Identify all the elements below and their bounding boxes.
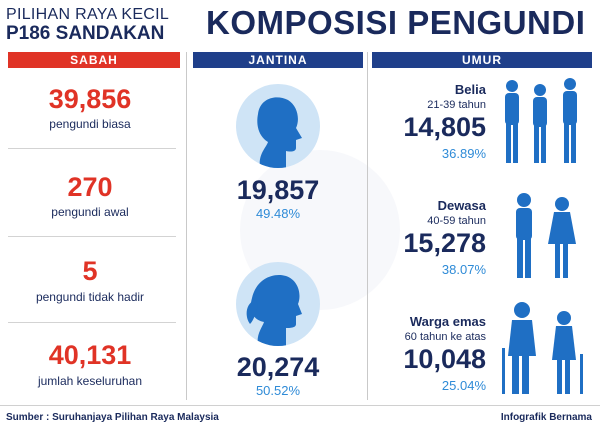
female-percent: 50.52% bbox=[255, 383, 301, 398]
column-divider bbox=[186, 52, 187, 400]
age-group-range: 21-39 tahun bbox=[427, 99, 486, 111]
age-group-percent: 25.04% bbox=[441, 378, 486, 393]
age-group-title: Belia bbox=[454, 82, 486, 97]
row-divider bbox=[8, 236, 176, 237]
footer-source: Sumber : Suruhanjaya Pilihan Raya Malays… bbox=[6, 412, 219, 423]
header-line2: P186 SANDAKAN bbox=[6, 23, 165, 44]
footer-credit: Infografik Bernama bbox=[500, 412, 592, 423]
age-group-value: 15,278 bbox=[403, 228, 486, 258]
male-value: 19,857 bbox=[236, 175, 320, 205]
age-group-value: 14,805 bbox=[403, 112, 486, 142]
sabah-label: pengundi awal bbox=[51, 205, 129, 219]
footer-bar bbox=[0, 405, 600, 426]
page-title: KOMPOSISI PENGUNDI bbox=[206, 4, 586, 41]
age-group-value: 10,048 bbox=[403, 344, 486, 374]
age-group-percent: 38.07% bbox=[441, 262, 486, 277]
column-header-umur: UMUR bbox=[372, 52, 592, 68]
elderly-couple-icon bbox=[502, 302, 583, 394]
row-divider bbox=[8, 322, 176, 323]
column-header-jantina: JANTINA bbox=[193, 52, 363, 68]
age-group-title: Dewasa bbox=[437, 198, 486, 213]
adult-couple-icon bbox=[516, 193, 576, 278]
sabah-value: 40,131 bbox=[48, 340, 132, 370]
youth-group-icon bbox=[505, 78, 577, 163]
header-line1: PILIHAN RAYA KECIL bbox=[6, 6, 170, 23]
male-percent: 49.48% bbox=[255, 206, 301, 221]
female-value: 20,274 bbox=[236, 352, 320, 382]
column-header-sabah: SABAH bbox=[8, 52, 180, 68]
male-head-icon bbox=[236, 84, 320, 168]
age-group-percent: 36.89% bbox=[441, 146, 486, 161]
sabah-value: 39,856 bbox=[48, 84, 132, 114]
sabah-value: 5 bbox=[82, 256, 98, 286]
sabah-label: jumlah keseluruhan bbox=[37, 374, 143, 388]
female-head-icon bbox=[236, 262, 320, 346]
age-group-range: 40-59 tahun bbox=[427, 215, 486, 227]
column-divider bbox=[367, 52, 368, 400]
sabah-label: pengundi tidak hadir bbox=[35, 290, 145, 304]
sabah-label: pengundi biasa bbox=[49, 117, 131, 131]
age-group-title: Warga emas bbox=[409, 314, 486, 329]
age-group-range: 60 tahun ke atas bbox=[404, 331, 486, 343]
row-divider bbox=[8, 148, 176, 149]
sabah-value: 270 bbox=[67, 172, 113, 202]
